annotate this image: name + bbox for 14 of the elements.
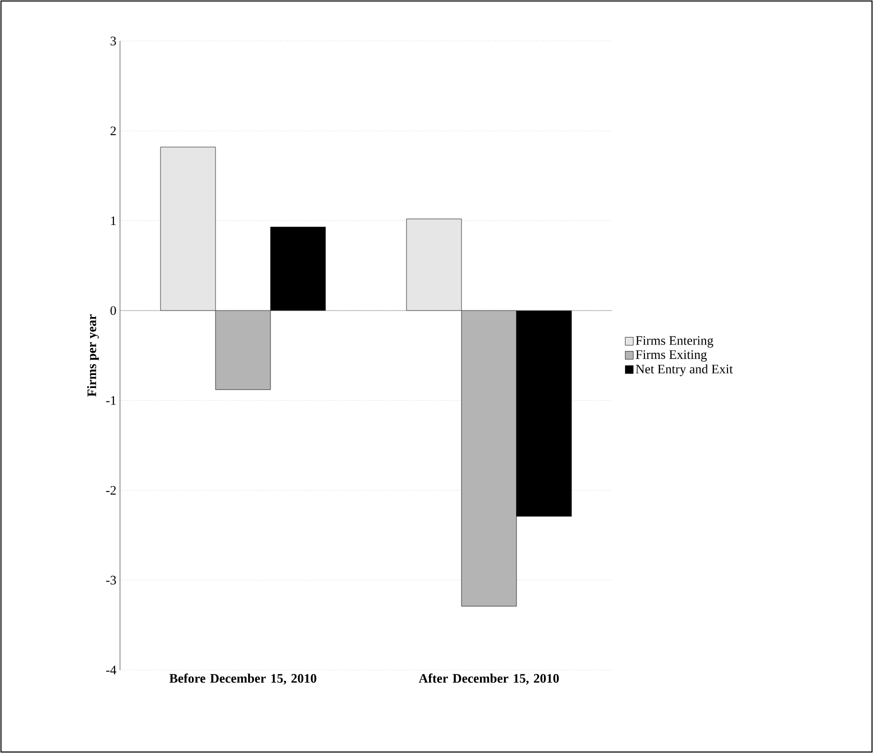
x-tick-label: Before December 15, 2010 <box>169 674 316 685</box>
y-axis-title: Firms per year <box>87 314 99 397</box>
legend-label: Net Entry and Exit <box>636 364 733 376</box>
x-tick-label: After December 15, 2010 <box>418 674 559 685</box>
y-tick-label: -1 <box>106 396 116 405</box>
y-tick-label: 2 <box>110 126 116 136</box>
y-tick-label: 1 <box>111 216 116 225</box>
legend-label: Firms Entering <box>636 336 714 348</box>
y-tick-label: -2 <box>106 486 116 495</box>
y-tick-label: -3 <box>106 576 116 584</box>
legend-label: Firms Exiting <box>636 350 707 362</box>
y-tick-label: -4 <box>106 666 116 674</box>
y-tick-label: 0 <box>110 306 116 315</box>
y-tick-label: 3 <box>110 36 116 46</box>
